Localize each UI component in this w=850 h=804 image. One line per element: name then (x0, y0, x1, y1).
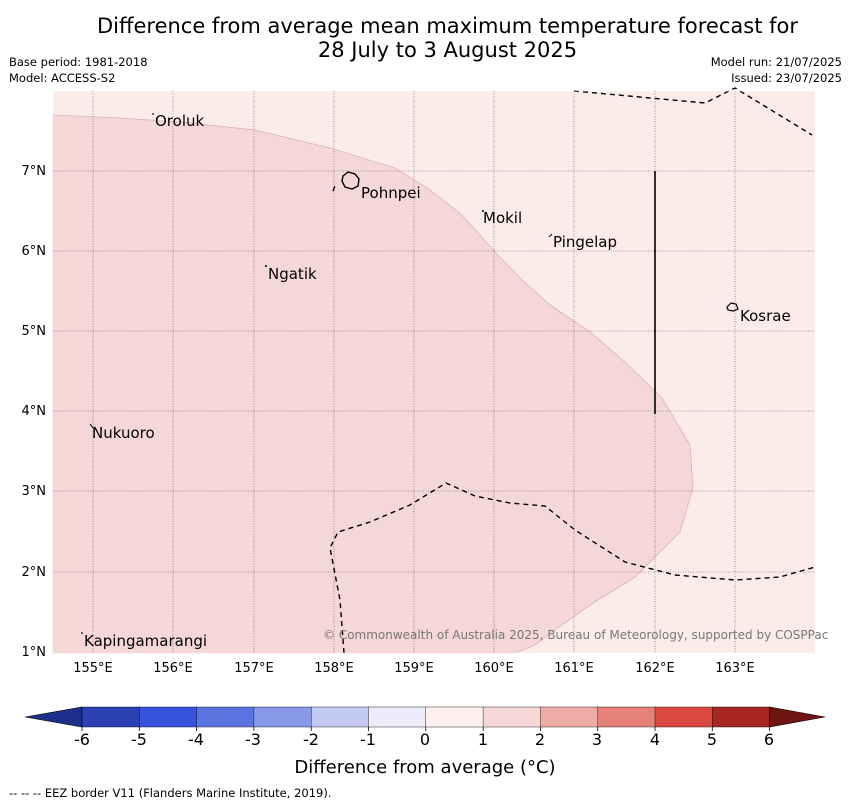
colorbar-tick-label: -5 (131, 730, 147, 749)
lon-label-158e: 158°E (314, 661, 354, 676)
lon-label-156e: 156°E (153, 661, 193, 676)
colorbar-tick-label: -2 (303, 730, 319, 749)
place-label-nukuoro: Nukuoro (92, 424, 155, 442)
copyright-notice: © Commonwealth of Australia 2025, Bureau… (323, 628, 829, 642)
place-label-oroluk: Oroluk (155, 112, 205, 130)
lon-label-161e: 161°E (554, 661, 594, 676)
colorbar-tick-label: 3 (591, 730, 603, 749)
kosrae-island-outline (726, 302, 739, 312)
colorbar-segment (81, 706, 140, 728)
colorbar-tick-label: 6 (763, 730, 775, 749)
lon-label-155e: 155°E (73, 661, 113, 676)
meta-left: Base period: 1981-2018 Model: ACCESS-S2 (9, 54, 148, 86)
colorbar-segment (253, 706, 312, 728)
lon-label-160e: 160°E (474, 661, 514, 676)
issued-text: Issued: 23/07/2025 (731, 71, 842, 85)
model-text: Model: ACCESS-S2 (9, 71, 116, 85)
lon-label-163e: 163°E (715, 661, 755, 676)
nukuoro-island-mark (89, 423, 94, 429)
colorbar-arrow-right (769, 706, 826, 728)
model-run-text: Model run: 21/07/2025 (710, 55, 842, 69)
colorbar-tick-label: 0 (419, 730, 431, 749)
place-label-pingelap: Pingelap (553, 233, 618, 251)
lat-label-2n: 2°N (21, 565, 47, 580)
lat-label-7n: 7°N (21, 164, 47, 179)
anomaly-region-1-to-2 (52, 114, 694, 654)
colorbar-tick-label: -3 (245, 730, 261, 749)
colorbar-tick-label: -1 (360, 730, 376, 749)
place-label-mokil: Mokil (483, 209, 523, 227)
place-label-ngatik: Ngatik (268, 265, 317, 283)
pohnpei-island-outline (341, 171, 360, 190)
lat-label-3n: 3°N (21, 484, 47, 499)
map-frame (52, 90, 816, 654)
eez-border-lines (329, 87, 816, 654)
colorbar-segment (311, 706, 370, 728)
colorbar-label: Difference from average (°C) (294, 757, 556, 778)
lat-label-6n: 6°N (21, 244, 47, 259)
map-title-line2: 28 July to 3 August 2025 (317, 38, 578, 62)
base-period-text: Base period: 1981-2018 (9, 55, 148, 69)
mokil-island-dot (482, 210, 484, 212)
place-label-kosrae: Kosrae (740, 307, 791, 325)
place-label-kapingamarangi: Kapingamarangi (84, 632, 208, 650)
colorbar-tick-label: 1 (477, 730, 489, 749)
colorbar-segment (425, 706, 484, 728)
colorbar-segment (196, 706, 255, 728)
colorbar-arrow-left (24, 706, 83, 728)
colorbar-tick-label: 4 (649, 730, 661, 749)
colorbar-segment (368, 706, 427, 728)
colorbar-segment (139, 706, 198, 728)
colorbar-tick-label: 5 (706, 730, 718, 749)
colorbar-tick-label: 2 (534, 730, 546, 749)
lat-label-4n: 4°N (21, 404, 47, 419)
colorbar-segment (712, 706, 771, 728)
colorbar (24, 706, 826, 731)
meta-right: Model run: 21/07/2025 Issued: 23/07/2025 (711, 54, 842, 86)
oroluk-island-dot (152, 113, 154, 115)
lat-label-5n: 5°N (21, 324, 47, 339)
place-label-pohnpei: Pohnpei (361, 184, 421, 202)
colorbar-segment (654, 706, 713, 728)
colorbar-tick-label: -6 (74, 730, 90, 749)
ngatik-island-dot (265, 265, 267, 267)
colorbar-segment (540, 706, 599, 728)
colorbar-tick-label: -4 (188, 730, 204, 749)
kapingamarangi-island-dot (81, 632, 83, 634)
pingelap-island-mark (548, 233, 553, 238)
map-title-line1: Difference from average mean maximum tem… (97, 14, 798, 38)
eez-border-note: -- -- -- EEZ border V11 (Flanders Marine… (9, 786, 332, 800)
lon-label-157e: 157°E (234, 661, 274, 676)
map-gridlines (53, 91, 815, 653)
lon-label-159e: 159°E (394, 661, 434, 676)
lat-label-1n: 1°N (21, 645, 47, 660)
colorbar-segment (597, 706, 656, 728)
colorbar-segment (482, 706, 542, 728)
lon-label-162e: 162°E (635, 661, 675, 676)
